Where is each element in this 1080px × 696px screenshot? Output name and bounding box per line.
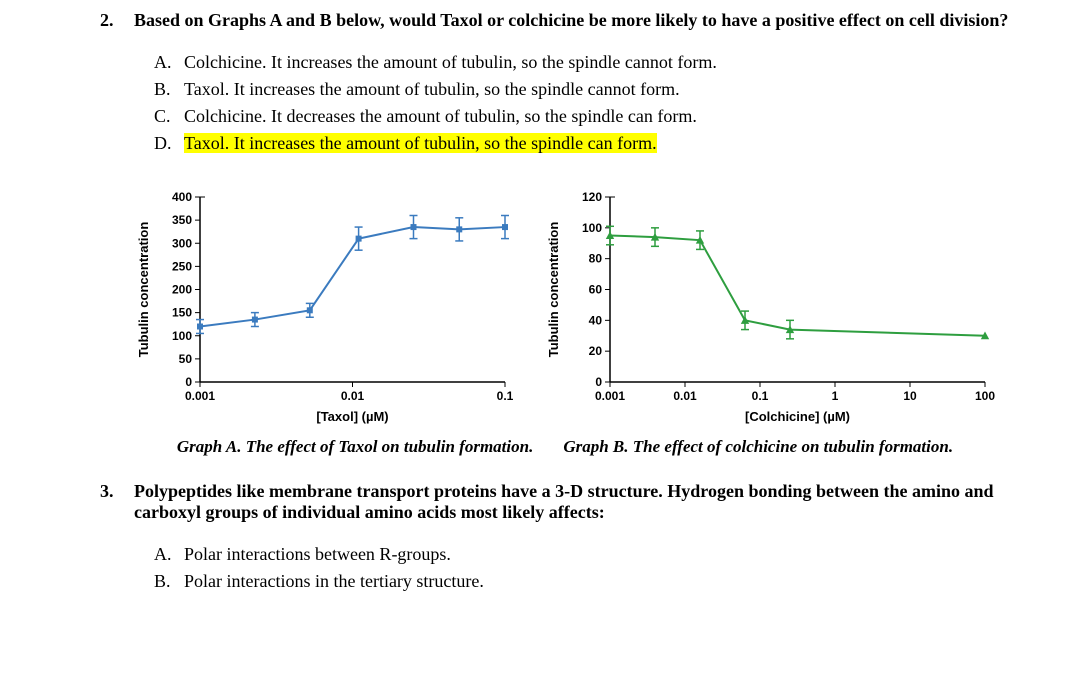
svg-text:100: 100	[582, 221, 602, 235]
question-text: Based on Graphs A and B below, would Tax…	[134, 10, 1030, 31]
svg-text:0.1: 0.1	[497, 389, 514, 403]
svg-text:80: 80	[589, 252, 603, 266]
svg-text:0: 0	[185, 375, 192, 389]
svg-text:0.001: 0.001	[595, 389, 625, 403]
option-letter: C.	[154, 103, 184, 130]
option-text: Polar interactions in the tertiary struc…	[184, 568, 484, 595]
option-letter: D.	[154, 130, 184, 157]
svg-text:10: 10	[903, 389, 917, 403]
option-letter: B.	[154, 76, 184, 103]
svg-text:0: 0	[595, 375, 602, 389]
option-text: Colchicine. It increases the amount of t…	[184, 49, 717, 76]
option-letter: A.	[154, 49, 184, 76]
svg-text:150: 150	[172, 306, 192, 320]
question-number: 3.	[100, 481, 134, 523]
option-text: Polar interactions between R-groups.	[184, 541, 451, 568]
svg-text:400: 400	[172, 190, 192, 204]
charts-row: 0501001502002503003504000.0010.010.1Tubu…	[100, 187, 1030, 427]
svg-text:Tubulin concentration: Tubulin concentration	[546, 222, 561, 358]
chart-a-caption: Graph A. The effect of Taxol on tubulin …	[177, 437, 533, 457]
question-3: 3. Polypeptides like membrane transport …	[100, 481, 1030, 595]
svg-text:300: 300	[172, 236, 192, 250]
question-2: 2. Based on Graphs A and B below, would …	[100, 10, 1030, 157]
svg-text:100: 100	[172, 329, 192, 343]
svg-text:50: 50	[179, 352, 193, 366]
question-text: Polypeptides like membrane transport pro…	[134, 481, 1030, 523]
svg-text:350: 350	[172, 213, 192, 227]
svg-text:40: 40	[589, 313, 603, 327]
svg-text:0.001: 0.001	[185, 389, 215, 403]
option-letter: A.	[154, 541, 184, 568]
option-row: A.Colchicine. It increases the amount of…	[154, 49, 1030, 76]
question-3-options: A.Polar interactions between R-groups.B.…	[100, 541, 1030, 595]
svg-text:120: 120	[582, 190, 602, 204]
svg-text:0.1: 0.1	[752, 389, 769, 403]
option-row: A.Polar interactions between R-groups.	[154, 541, 1030, 568]
svg-text:60: 60	[589, 283, 603, 297]
chart-b-caption: Graph B. The effect of colchicine on tub…	[563, 437, 953, 457]
option-text: Taxol. It increases the amount of tubuli…	[184, 76, 680, 103]
chart-a-block: 0 50 100 150 200 250 300 350 400 0.001 0.01 0.1 Tubu…	[130, 187, 520, 427]
option-row: D.Taxol. It increases the amount of tubu…	[154, 130, 1030, 157]
svg-text:100: 100	[975, 389, 995, 403]
svg-text:Tubulin concentration: Tubulin concentration	[136, 222, 151, 358]
question-2-header: 2. Based on Graphs A and B below, would …	[100, 10, 1030, 31]
option-row: B.Polar interactions in the tertiary str…	[154, 568, 1030, 595]
chart-a: 0 50 100 150 200 250 300 350 400 0.001 0.01 0.1 Tubu…	[130, 187, 520, 427]
svg-text:0.01: 0.01	[673, 389, 697, 403]
option-row: B.Taxol. It increases the amount of tubu…	[154, 76, 1030, 103]
question-3-header: 3. Polypeptides like membrane transport …	[100, 481, 1030, 523]
svg-text:0.01: 0.01	[341, 389, 365, 403]
document-page: 2. Based on Graphs A and B below, would …	[0, 0, 1080, 645]
option-letter: B.	[154, 568, 184, 595]
option-text: Taxol. It increases the amount of tubuli…	[184, 130, 657, 157]
svg-text:20: 20	[589, 344, 603, 358]
option-row: C.Colchicine. It decreases the amount of…	[154, 103, 1030, 130]
question-2-options: A.Colchicine. It increases the amount of…	[100, 49, 1030, 157]
option-text: Colchicine. It decreases the amount of t…	[184, 103, 697, 130]
svg-text:250: 250	[172, 259, 192, 273]
svg-text:200: 200	[172, 283, 192, 297]
captions-row: Graph A. The effect of Taxol on tubulin …	[100, 437, 1030, 457]
svg-text:[Taxol] (µM): [Taxol] (µM)	[316, 409, 388, 424]
svg-text:1: 1	[832, 389, 839, 403]
chart-b-block: 0 20 40 60 80 100 120 0.001 0.01 0.1 1 10 100 Tubulin…	[540, 187, 1000, 427]
svg-text:[Colchicine] (µM): [Colchicine] (µM)	[745, 409, 850, 424]
question-number: 2.	[100, 10, 134, 31]
chart-b: 0 20 40 60 80 100 120 0.001 0.01 0.1 1 10 100 Tubulin…	[540, 187, 1000, 427]
